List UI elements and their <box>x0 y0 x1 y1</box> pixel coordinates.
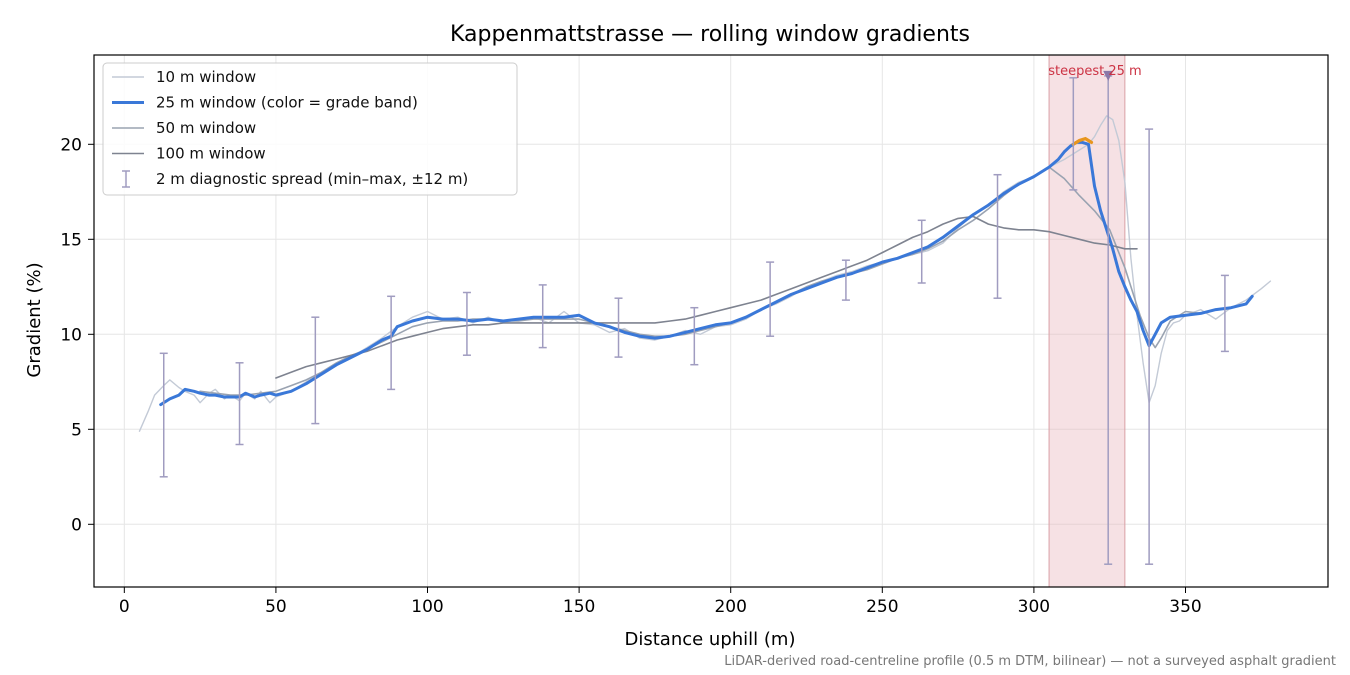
axes-frame <box>93 54 1329 588</box>
x-axis-label: Distance uphill (m) <box>625 629 796 650</box>
legend-item-w10: 10 m window <box>112 68 256 86</box>
plot-area: steepest 25 m 0 50 100 150 200 250 300 350 0 5 10 15… <box>60 54 1329 617</box>
y-tick-label: 20 <box>60 135 82 155</box>
steepest-label: steepest 25 m <box>1048 64 1141 79</box>
steepest-band <box>1048 54 1126 588</box>
x-tick-label: 50 <box>265 597 287 617</box>
x-tick-label: 350 <box>1169 597 1201 617</box>
errorbar <box>1220 274 1229 353</box>
y-axis-label: Gradient (%) <box>24 262 45 377</box>
x-tick-label: 0 <box>119 597 130 617</box>
legend-label: 100 m window <box>156 145 266 163</box>
x-tick-label: 200 <box>714 597 746 617</box>
errorbar <box>159 352 168 478</box>
errorbar <box>1069 77 1078 191</box>
legend-label: 2 m diagnostic spread (min–max, ±12 m) <box>156 170 468 188</box>
x-tick-label: 300 <box>1018 597 1050 617</box>
x-tick-label: 100 <box>411 597 443 617</box>
legend-label: 10 m window <box>156 68 256 86</box>
legend-item-w100: 100 m window <box>112 145 266 163</box>
errorbar <box>917 219 926 284</box>
errorbar <box>311 316 320 425</box>
y-tick-label: 5 <box>71 420 82 440</box>
legend-label: 25 m window (color = grade band) <box>156 94 418 112</box>
legend-box <box>102 62 518 196</box>
errorbar <box>614 297 623 358</box>
errorbar <box>766 261 775 337</box>
errorbar <box>841 259 850 301</box>
errorbar <box>1145 128 1154 565</box>
chart-title: Kappenmattstrasse — rolling window gradi… <box>450 22 970 47</box>
errorbar <box>462 291 471 356</box>
y-tick-label: 0 <box>71 515 82 535</box>
steepest-marker <box>1103 70 1114 81</box>
series-line-w100 <box>275 215 1138 379</box>
legend-label: 50 m window <box>156 119 256 137</box>
legend-item-w25: 25 m window (color = grade band) <box>112 94 418 112</box>
legend-item-errorbar: 2 m diagnostic spread (min–max, ±12 m) <box>122 170 468 188</box>
y-tick-label: 10 <box>60 325 82 345</box>
series-line-w25 <box>159 140 1254 407</box>
legend: 10 m window 25 m window (color = grade ba… <box>102 62 518 196</box>
y-tick-label: 15 <box>60 230 82 250</box>
x-tick-label: 150 <box>563 597 595 617</box>
errorbar <box>235 362 244 446</box>
errorbar <box>538 284 547 349</box>
errorbar <box>993 173 1002 299</box>
footnote: LiDAR-derived road-centreline profile (0… <box>724 654 1336 669</box>
legend-item-w50: 50 m window <box>112 119 256 137</box>
steep-segment-line <box>1071 136 1094 146</box>
errorbar <box>690 306 699 366</box>
x-tick-label: 250 <box>866 597 898 617</box>
errorbar <box>387 295 396 391</box>
